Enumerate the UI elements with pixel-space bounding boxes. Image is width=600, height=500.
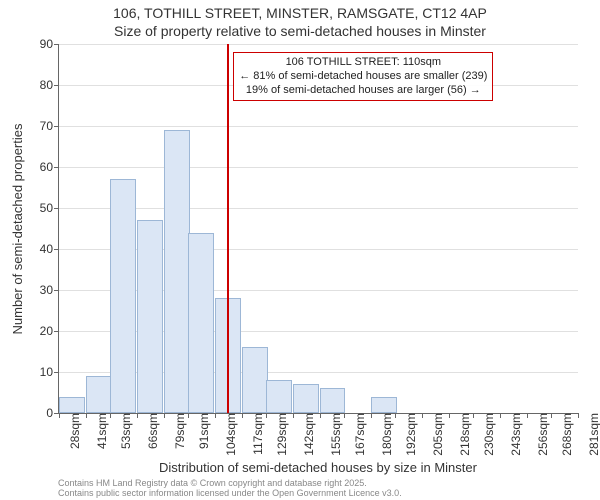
x-tick-mark <box>344 413 345 418</box>
y-tick-label: 50 <box>40 201 59 215</box>
y-axis-label: Number of semi-detached properties <box>10 44 25 414</box>
y-tick-label: 90 <box>40 37 59 51</box>
annotation-line-2: ← 81% of semi-detached houses are smalle… <box>239 70 487 84</box>
histogram-bar <box>371 397 397 413</box>
histogram-bar <box>293 384 319 413</box>
y-tick-label: 40 <box>40 242 59 256</box>
x-tick-label: 243sqm <box>505 413 523 456</box>
x-tick-label: 117sqm <box>247 413 265 455</box>
histogram-bar <box>59 397 85 413</box>
gridline <box>59 208 578 209</box>
x-tick-mark <box>371 413 372 418</box>
histogram-bar <box>86 376 112 413</box>
x-tick-mark <box>86 413 87 418</box>
x-tick-mark <box>266 413 267 418</box>
x-tick-mark <box>551 413 552 418</box>
reference-line <box>227 44 229 413</box>
gridline <box>59 167 578 168</box>
annotation-box: 106 TOTHILL STREET: 110sqm← 81% of semi-… <box>233 52 493 101</box>
x-tick-label: 66sqm <box>142 413 160 449</box>
y-tick-label: 60 <box>40 160 59 174</box>
x-tick-mark <box>137 413 138 418</box>
x-tick-label: 256sqm <box>532 413 550 456</box>
x-tick-mark <box>293 413 294 418</box>
x-tick-mark <box>110 413 111 418</box>
annotation-line-1: 106 TOTHILL STREET: 110sqm <box>239 56 487 70</box>
x-tick-mark <box>215 413 216 418</box>
x-tick-label: 180sqm <box>376 413 394 456</box>
plot-area: 010203040506070809028sqm41sqm53sqm66sqm7… <box>58 44 578 414</box>
x-tick-mark <box>164 413 165 418</box>
x-tick-label: 104sqm <box>220 413 238 456</box>
histogram-bar <box>188 233 214 413</box>
credits: Contains HM Land Registry data © Crown c… <box>58 478 578 499</box>
x-tick-label: 230sqm <box>478 413 496 456</box>
y-tick-label: 70 <box>40 119 59 133</box>
x-tick-mark <box>242 413 243 418</box>
x-tick-label: 268sqm <box>556 413 574 456</box>
x-tick-mark <box>500 413 501 418</box>
y-tick-label: 10 <box>40 365 59 379</box>
histogram-bar <box>164 130 190 413</box>
x-tick-label: 53sqm <box>115 413 133 449</box>
x-tick-label: 91sqm <box>193 413 211 449</box>
x-tick-mark <box>578 413 579 418</box>
x-tick-label: 142sqm <box>298 413 316 456</box>
y-tick-label: 30 <box>40 283 59 297</box>
x-tick-label: 192sqm <box>400 413 418 456</box>
y-tick-label: 20 <box>40 324 59 338</box>
title-line-2: Size of property relative to semi-detach… <box>0 22 600 40</box>
y-tick-label: 80 <box>40 78 59 92</box>
credits-line-1: Contains HM Land Registry data © Crown c… <box>58 478 578 488</box>
histogram-bar <box>110 179 136 413</box>
chart-container: 106, TOTHILL STREET, MINSTER, RAMSGATE, … <box>0 0 600 500</box>
x-tick-label: 205sqm <box>427 413 445 456</box>
x-tick-mark <box>527 413 528 418</box>
annotation-line-3: 19% of semi-detached houses are larger (… <box>239 84 487 98</box>
credits-line-2: Contains public sector information licen… <box>58 488 578 498</box>
gridline <box>59 126 578 127</box>
x-tick-label: 28sqm <box>64 413 82 449</box>
y-tick-label: 0 <box>46 406 59 420</box>
x-tick-mark <box>320 413 321 418</box>
x-tick-label: 79sqm <box>169 413 187 449</box>
histogram-bar <box>242 347 268 413</box>
x-tick-mark <box>422 413 423 418</box>
x-tick-label: 129sqm <box>271 413 289 456</box>
x-tick-mark <box>473 413 474 418</box>
x-tick-mark <box>188 413 189 418</box>
x-tick-label: 167sqm <box>349 413 367 456</box>
x-tick-mark <box>395 413 396 418</box>
title-line-1: 106, TOTHILL STREET, MINSTER, RAMSGATE, … <box>0 4 600 22</box>
histogram-bar <box>266 380 292 413</box>
chart-title: 106, TOTHILL STREET, MINSTER, RAMSGATE, … <box>0 0 600 40</box>
x-tick-label: 155sqm <box>325 413 343 456</box>
gridline <box>59 44 578 45</box>
x-tick-mark <box>449 413 450 418</box>
x-tick-mark <box>59 413 60 418</box>
x-axis-label: Distribution of semi-detached houses by … <box>58 460 578 475</box>
x-tick-label: 281sqm <box>583 413 600 456</box>
histogram-bar <box>320 388 346 413</box>
histogram-bar <box>137 220 163 413</box>
x-tick-label: 41sqm <box>91 413 109 449</box>
x-tick-label: 218sqm <box>454 413 472 456</box>
